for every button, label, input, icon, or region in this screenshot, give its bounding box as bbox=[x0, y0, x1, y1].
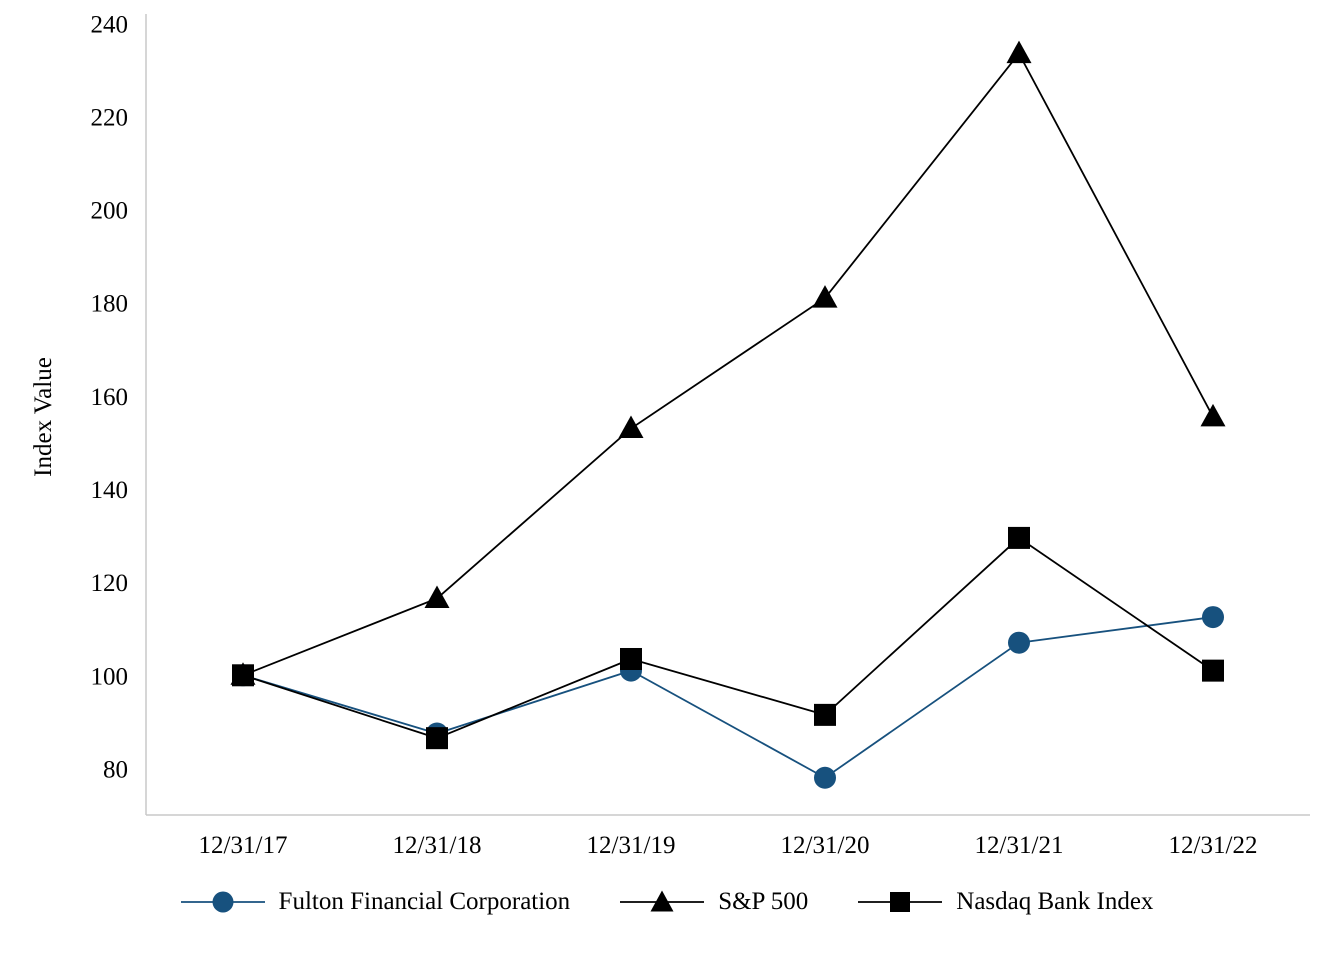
triangle-marker bbox=[424, 585, 450, 608]
triangle-marker bbox=[812, 285, 838, 308]
y-tick-label: 100 bbox=[91, 663, 129, 690]
series-line bbox=[242, 616, 1214, 779]
circle-marker bbox=[1202, 606, 1224, 629]
series-fulton-financial-corporation bbox=[232, 606, 1224, 789]
square-marker bbox=[232, 664, 254, 687]
legend-item-fulton-financial: Fulton Financial Corporation bbox=[179, 888, 571, 916]
legend-item-sp500: S&P 500 bbox=[618, 888, 808, 916]
y-tick-label: 160 bbox=[91, 384, 129, 411]
y-tick-label: 120 bbox=[91, 570, 129, 597]
square-marker bbox=[814, 703, 836, 726]
triangle-marker bbox=[1006, 40, 1032, 64]
y-tick-label: 200 bbox=[91, 198, 129, 225]
x-tick-label: 12/31/21 bbox=[975, 832, 1064, 859]
triangle-marker bbox=[1200, 403, 1226, 427]
triangle-marker-icon bbox=[620, 890, 705, 912]
y-tick-label: 180 bbox=[91, 291, 129, 318]
circle-marker-icon bbox=[180, 891, 265, 913]
y-tick-label: 140 bbox=[91, 477, 129, 504]
x-tick-label: 12/31/20 bbox=[781, 832, 870, 859]
legend-label-fulton-financial: Fulton Financial Corporation bbox=[278, 888, 571, 915]
y-tick-label: 240 bbox=[91, 11, 129, 38]
x-tick-label: 12/31/17 bbox=[199, 832, 288, 859]
circle-marker bbox=[814, 766, 836, 789]
circle-marker bbox=[212, 891, 234, 913]
series-s-p-500 bbox=[230, 40, 1226, 685]
performance-line-chart: 80 100 120 140 160 180 200 220 240 12/31/17 12/31/… bbox=[91, 11, 1310, 859]
series-line bbox=[242, 536, 1214, 740]
circle-marker bbox=[1008, 631, 1030, 654]
series-nasdaq-bank-index bbox=[232, 526, 1224, 750]
square-marker bbox=[1008, 526, 1030, 549]
square-marker bbox=[426, 727, 448, 750]
square-marker-icon bbox=[858, 892, 943, 912]
triangle-marker bbox=[650, 890, 674, 912]
x-tick-label: 12/31/18 bbox=[393, 832, 482, 859]
square-marker bbox=[890, 892, 911, 912]
legend-label-sp500: S&P 500 bbox=[718, 888, 809, 915]
legend-label-nasdaq-bank: Nasdaq Bank Index bbox=[956, 888, 1154, 915]
y-tick-label: 220 bbox=[91, 104, 129, 131]
y-tick-label: 80 bbox=[103, 756, 128, 783]
square-marker bbox=[1202, 659, 1224, 682]
triangle-marker bbox=[618, 415, 644, 438]
x-tick-label: 12/31/22 bbox=[1169, 832, 1258, 859]
y-axis-title: Index Value bbox=[30, 357, 57, 477]
legend-item-nasdaq-bank: Nasdaq Bank Index bbox=[856, 888, 1153, 916]
x-tick-label: 12/31/19 bbox=[587, 832, 676, 859]
series-line bbox=[242, 51, 1214, 677]
chart-legend: Fulton Financial Corporation S&P 500 Nas… bbox=[0, 888, 1332, 916]
square-marker bbox=[620, 647, 642, 670]
